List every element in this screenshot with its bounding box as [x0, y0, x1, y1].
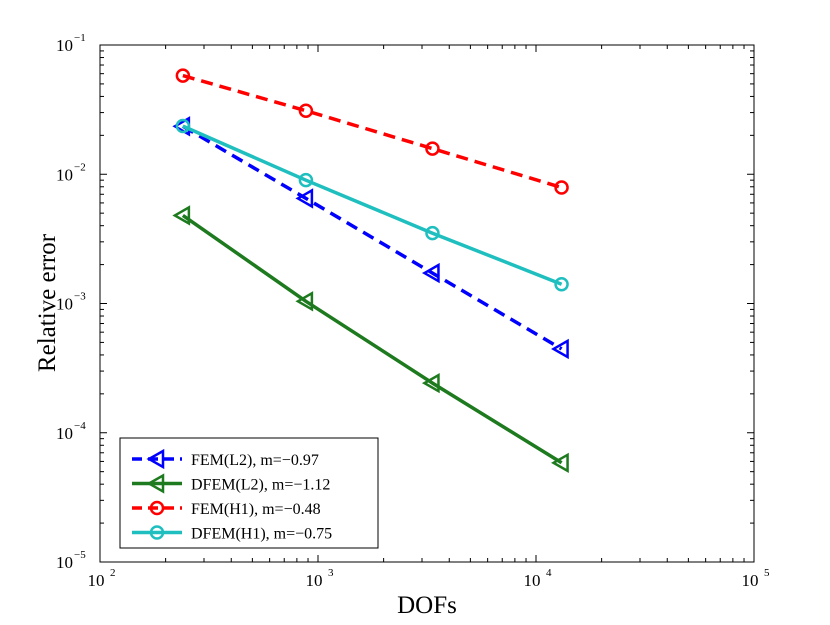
legend-item: FEM(H1), m=−0.48 — [132, 500, 321, 518]
y-tick-exponent: −5 — [74, 549, 86, 561]
x-tick-base: 10 — [88, 571, 105, 590]
y-tick-label: 10 — [56, 165, 73, 184]
y-tick-exponent: −4 — [74, 420, 86, 432]
legend-marker — [146, 473, 165, 494]
data-point-fem-l2 — [421, 262, 440, 284]
legend-item: DFEM(H1), m=−0.75 — [132, 525, 332, 543]
data-point-fem-l2 — [295, 188, 314, 209]
y-axis-label: Relative error — [34, 233, 61, 372]
data-point-dfem-l2 — [421, 372, 440, 394]
series-dfem-l2 — [172, 205, 569, 473]
data-point-fem-l2 — [551, 338, 569, 360]
x-tick-exponent: 2 — [110, 567, 116, 579]
y-tick-base: 10 — [56, 295, 73, 314]
legend-marker — [149, 500, 165, 516]
x-tick-label: 10 — [524, 571, 541, 590]
legend-item: FEM(L2), m=−0.97 — [132, 448, 319, 470]
y-tick-exponent: −1 — [74, 32, 86, 44]
data-point-fem-h1 — [425, 141, 440, 156]
series-line-fem-h1 — [182, 73, 563, 190]
y-tick-exponent: −3 — [74, 291, 86, 303]
data-point-fem-h1 — [298, 103, 314, 118]
data-point-dfem-l2 — [172, 205, 191, 226]
y-tick-label: 10 — [56, 424, 73, 443]
series-line-dfem-l2 — [181, 213, 563, 465]
legend-item: DFEM(L2), m=−1.12 — [132, 473, 330, 494]
legend-marker — [146, 448, 165, 470]
y-tick-base: 10 — [56, 553, 73, 572]
data-point-dfem-h1 — [298, 172, 314, 188]
x-tick-base: 10 — [524, 571, 541, 590]
data-point-dfem-l2 — [295, 291, 314, 312]
y-tick-label: 10 — [56, 553, 73, 572]
series-fem-h1 — [175, 68, 569, 195]
y-tick-base: 10 — [56, 36, 73, 55]
y-tick-base: 10 — [56, 424, 73, 443]
x-axis-label: DOFs — [397, 592, 457, 619]
series-line-dfem-h1 — [182, 124, 563, 286]
x-tick-exponent: 4 — [546, 567, 552, 579]
y-tick-label: 10 — [56, 36, 73, 55]
x-tick-exponent: 5 — [764, 567, 770, 579]
legend-label: FEM(H1), m=−0.48 — [191, 501, 321, 518]
x-tick-base: 10 — [742, 571, 759, 590]
y-tick-label: 10 — [56, 295, 73, 314]
data-point-dfem-h1 — [425, 225, 440, 241]
legend: FEM(L2), m=−0.97 DFEM(L2), m=−1.12 FEM(H1)… — [119, 437, 379, 549]
x-tick-label: 10 — [88, 571, 105, 590]
data-point-fem-h1 — [175, 68, 191, 83]
series-line-fem-l2 — [182, 124, 563, 351]
y-tick-base: 10 — [56, 165, 73, 184]
x-tick-base: 10 — [306, 571, 323, 590]
x-tick-label: 10 — [742, 571, 759, 590]
legend-marker — [149, 525, 165, 540]
axis-ticks: 10 2 10 3 10 4 10 510 −510 −410 −310 −210 −1 — [56, 32, 770, 590]
data-point-fem-h1 — [554, 180, 569, 195]
x-tick-exponent: 3 — [328, 567, 334, 579]
data-point-dfem-h1 — [554, 276, 569, 292]
legend-label: DFEM(L2), m=−1.12 — [191, 477, 330, 494]
y-tick-exponent: −2 — [74, 161, 86, 173]
x-tick-label: 10 — [306, 571, 323, 590]
data-point-dfem-h1 — [175, 118, 191, 134]
legend-label: FEM(L2), m=−0.97 — [191, 452, 319, 469]
data-point-dfem-l2 — [551, 452, 569, 473]
legend-label: DFEM(H1), m=−0.75 — [191, 526, 332, 543]
series-layer — [172, 68, 569, 473]
series-dfem-h1 — [175, 118, 569, 292]
